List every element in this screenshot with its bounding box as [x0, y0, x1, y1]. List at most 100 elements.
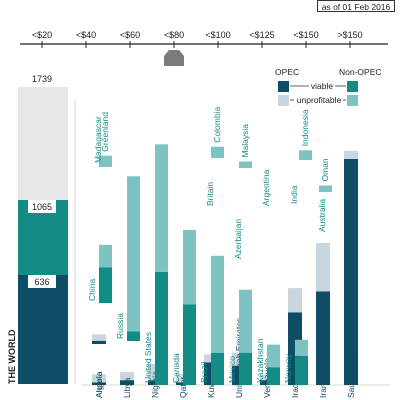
legend-opec-heading: OPEC	[275, 67, 299, 77]
country-china: China	[87, 244, 112, 303]
price-scale: <$20 <$40 <$60 <$80 <$100 <$125 <$150 >$150	[20, 30, 388, 66]
country-greenland: Greenland	[99, 112, 112, 167]
price-tier-label-3: <$80	[164, 30, 184, 40]
bar-canada-unprofitable	[183, 229, 196, 305]
label-malaysia: Malaysia	[240, 124, 250, 158]
world-label: THE WORLD	[7, 329, 17, 384]
label-iran: Iran	[318, 383, 328, 398]
country-azerbaijan: Azerbaijan	[233, 219, 243, 259]
bar-united-states-viable	[155, 271, 168, 385]
bar-iran-viable	[316, 291, 330, 385]
world-total-label-bg	[28, 72, 56, 85]
country-argentina: Argentina	[261, 169, 271, 206]
label-kazakhstan: Kazakhstan	[255, 338, 265, 383]
country-libya: Libya	[120, 372, 134, 398]
label-saudi-arabia: Saudi Arabia	[346, 350, 356, 398]
price-tier-label-2: <$60	[120, 30, 140, 40]
label-iraq: Iraq	[290, 383, 300, 398]
world-bar-opec-viable-segment	[18, 275, 68, 384]
bar-greenland-unprofitable	[99, 155, 112, 167]
label-angola: Angola	[94, 371, 104, 398]
country-mexico: Mexico	[227, 289, 252, 385]
world-nonopec-label: 1065	[32, 202, 52, 212]
country-madagascar: Madagascar	[93, 116, 103, 163]
label-britain: Britain	[205, 182, 215, 206]
bar-china-viable	[99, 267, 112, 303]
legend-unprofitable-label: unprofitable	[297, 95, 342, 105]
bar-norway-unprofitable	[295, 339, 308, 356]
world-bar-unprofitable-segment	[18, 87, 68, 200]
bar-algeria-viable	[92, 340, 106, 344]
label-canada: Canada	[171, 353, 181, 383]
bar-united-states-unprofitable	[155, 144, 168, 272]
world-total-label: 1739	[32, 74, 52, 84]
country-indonesia: Indonesia	[299, 109, 312, 160]
world-opec-label: 636	[34, 277, 49, 287]
bar-iran-unprofitable	[316, 242, 330, 292]
country-india: India	[289, 185, 299, 204]
price-tier-label-0: <$20	[32, 30, 52, 40]
bar-kazakhstan-viable	[267, 367, 280, 385]
label-qatar: Qatar	[178, 377, 188, 398]
bar-russia-unprofitable	[127, 176, 140, 332]
label-china: China	[87, 279, 97, 301]
bar-kazakhstan-unprofitable	[267, 344, 280, 368]
bar-saudi-arabia-viable	[344, 158, 358, 385]
legend-opec-unprofitable-swatch	[278, 95, 289, 106]
legend-viable-label: viable	[311, 81, 333, 91]
bar-oman-unprofitable	[319, 185, 332, 192]
country-brazil: Brazil	[199, 255, 224, 385]
country-angola: Angola	[92, 371, 106, 398]
date-stamp: as of 01 Feb 2016	[317, 0, 395, 12]
country-malaysia: Malaysia	[239, 124, 252, 168]
price-tier-label-7: >$150	[337, 30, 362, 40]
bar-brazil-unprofitable	[211, 255, 224, 353]
label-algeria: Algeria	[94, 371, 104, 398]
legend: OPEC Non-OPEC viable unprofitable	[275, 67, 382, 106]
label-india: India	[289, 185, 299, 204]
bar-indonesia-unprofitable	[299, 150, 312, 160]
legend-non-opec-heading: Non-OPEC	[339, 67, 382, 77]
label-norway: Norway	[283, 353, 293, 383]
country-canada: Canada	[171, 229, 196, 385]
bar-malaysia-unprofitable	[239, 161, 252, 168]
label-oman: Oman	[320, 158, 330, 181]
bar-angola-viable	[92, 382, 106, 385]
label-mexico: Mexico	[227, 356, 237, 383]
bar-canada-viable	[183, 304, 196, 385]
country-oman: Oman	[319, 158, 332, 192]
country-russia: Russia	[115, 176, 140, 341]
bar-iraq-unprofitable	[288, 288, 302, 313]
current-price-marker	[164, 50, 184, 66]
country-britain: Britain	[205, 182, 215, 206]
bar-libya-viable	[120, 380, 134, 385]
bar-china-unprofitable	[99, 244, 112, 268]
label-madagascar: Madagascar	[93, 116, 103, 163]
country-colombia: Colombia	[211, 107, 224, 158]
bar-libya-unprofitable	[120, 372, 134, 381]
bar-brazil-viable	[211, 352, 224, 385]
country-kazakhstan: Kazakhstan	[255, 338, 280, 385]
world-bar: 1739 1065 636 THE WORLD	[7, 72, 68, 384]
label-greenland: Greenland	[100, 112, 110, 152]
bar-algeria-unprofitable	[92, 334, 106, 341]
price-tier-label-1: <$40	[76, 30, 96, 40]
bar-russia-viable	[127, 331, 140, 341]
price-tier-label-5: <$125	[249, 30, 274, 40]
bar-mexico-viable	[239, 352, 252, 385]
label-argentina: Argentina	[261, 169, 271, 206]
legend-opec-viable-swatch	[278, 81, 289, 92]
country-united-states: United States	[143, 144, 168, 385]
label-colombia: Colombia	[212, 107, 222, 143]
label-brazil: Brazil	[199, 362, 209, 383]
country-iran: Iran	[316, 242, 330, 398]
label-indonesia: Indonesia	[300, 109, 310, 146]
price-tier-label-4: <$100	[205, 30, 230, 40]
bar-colombia-unprofitable	[211, 146, 224, 158]
price-tier-label-6: <$150	[293, 30, 318, 40]
country-norway: Norway	[283, 339, 308, 385]
bar-saudi-arabia-unprofitable	[344, 150, 358, 159]
legend-nonopec-unprofitable-swatch	[347, 95, 358, 106]
country-saudi-arabia: Saudi Arabia	[344, 150, 358, 398]
